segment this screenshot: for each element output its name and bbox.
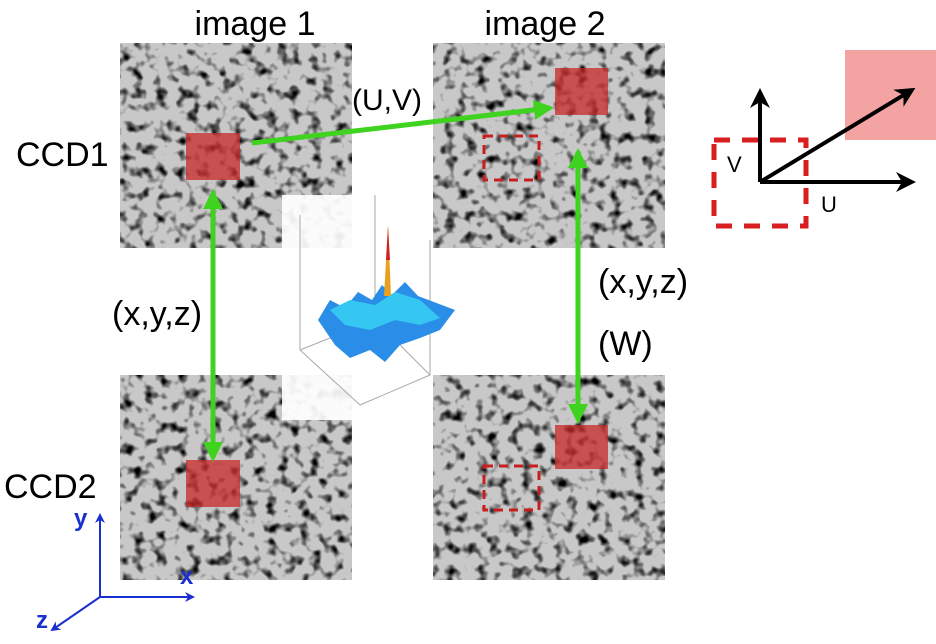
w-label: (W)	[598, 325, 653, 363]
speckle	[433, 43, 665, 248]
axis-label: x	[180, 563, 194, 590]
subset	[555, 68, 608, 115]
xyz-label: (x,y,z)	[112, 295, 202, 333]
page: {"header": {"image1": "image 1", "image2…	[0, 0, 936, 639]
row-label: CCD2	[4, 468, 97, 506]
axis-label: y	[74, 505, 88, 532]
subset	[555, 425, 608, 469]
image-label: image 2	[485, 5, 606, 43]
image-label: image 1	[195, 5, 316, 43]
xyz-label: (x,y,z)	[598, 263, 688, 301]
axis-z	[52, 597, 100, 630]
subset	[186, 133, 240, 180]
subset	[186, 460, 240, 507]
speckle	[433, 375, 665, 580]
uv-label: (U,V)	[352, 84, 422, 117]
inset-target	[845, 50, 936, 140]
axis-label: z	[36, 607, 48, 634]
inset-u-label: U	[821, 192, 837, 217]
inset-v-label: V	[727, 152, 742, 177]
diagram: image 1 image 2 CCD1 CCD2 (U,V) (x,y,z) …	[0, 0, 936, 639]
row-label: CCD1	[16, 136, 109, 174]
correlation-plot	[282, 195, 455, 420]
